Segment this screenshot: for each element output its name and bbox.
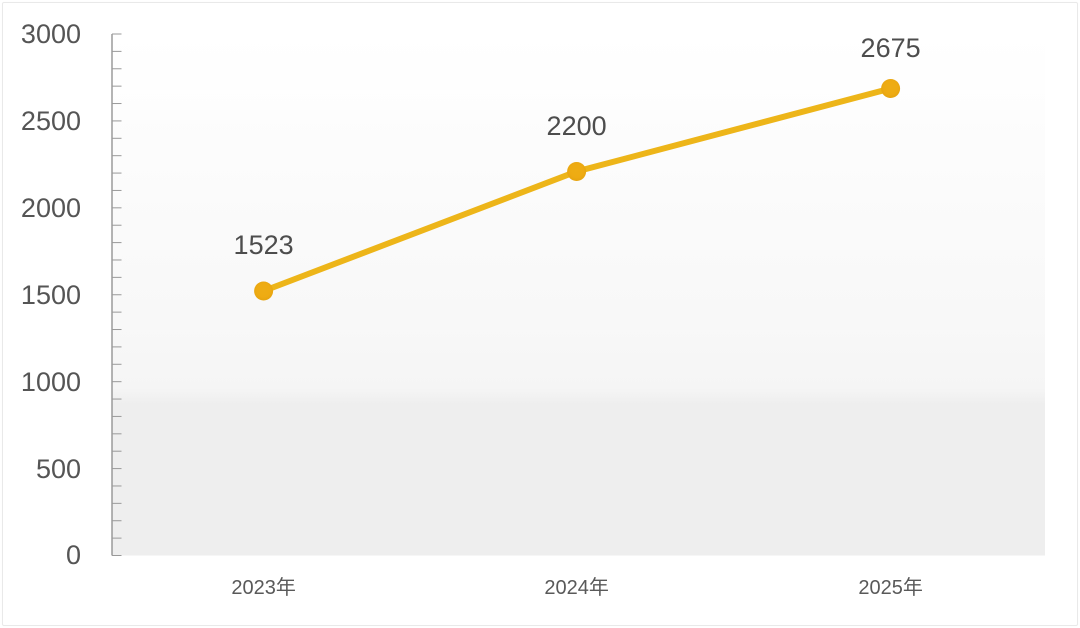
svg-text:1500: 1500	[21, 280, 81, 310]
svg-text:2200: 2200	[547, 111, 607, 141]
svg-text:0: 0	[66, 540, 81, 570]
svg-text:1523: 1523	[234, 230, 294, 260]
svg-text:2023年: 2023年	[231, 576, 296, 599]
svg-text:2000: 2000	[21, 193, 81, 223]
svg-text:2500: 2500	[21, 106, 81, 136]
svg-text:1000: 1000	[21, 367, 81, 397]
svg-text:3000: 3000	[21, 19, 81, 49]
svg-text:500: 500	[36, 454, 81, 484]
svg-text:2675: 2675	[861, 33, 921, 63]
svg-text:2025年: 2025年	[858, 576, 923, 599]
svg-text:2024年: 2024年	[544, 576, 609, 599]
